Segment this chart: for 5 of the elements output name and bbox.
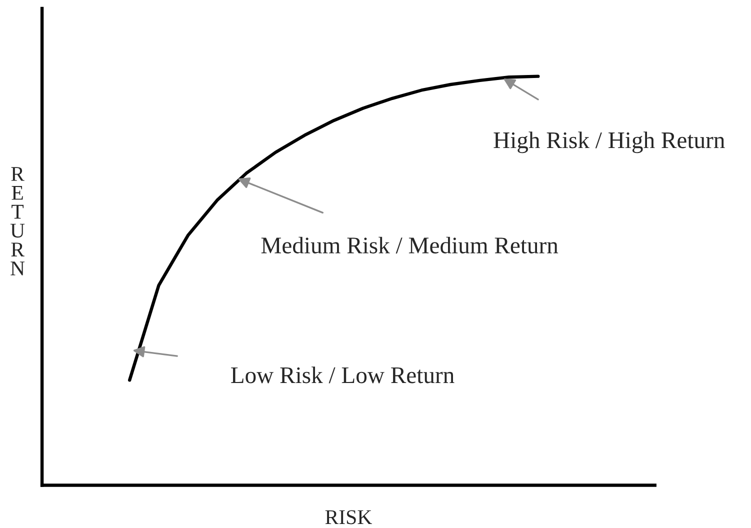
y-axis-title: RETURN <box>10 167 25 276</box>
annotation: Medium Risk / Medium Return <box>261 236 558 254</box>
annotation: High Risk / High Return <box>494 132 725 154</box>
annotation: Low Risk / Low Return <box>231 366 454 384</box>
x-axis-title: RISK <box>325 510 372 524</box>
